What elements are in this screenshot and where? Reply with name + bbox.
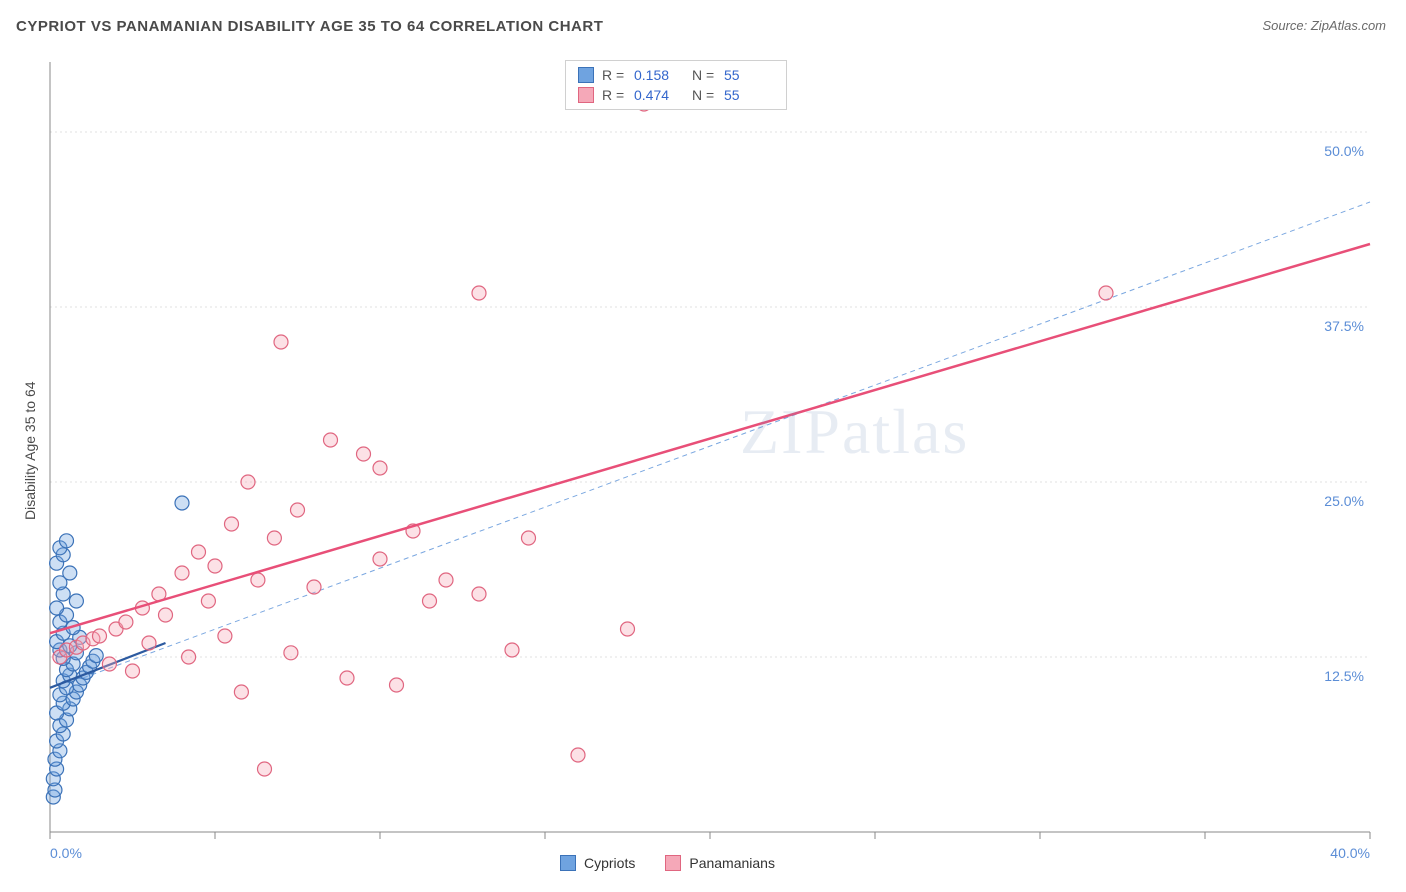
svg-text:50.0%: 50.0% xyxy=(1324,143,1364,159)
source-label: Source: ZipAtlas.com xyxy=(1262,18,1386,33)
series-legend: Cypriots Panamanians xyxy=(560,855,775,871)
svg-text:40.0%: 40.0% xyxy=(1330,845,1370,861)
series-swatch xyxy=(578,67,594,83)
correlation-scatter-chart: 12.5% 25.0% 37.5% 50.0% 0.0% 40.0% xyxy=(0,50,1406,892)
series-swatch xyxy=(578,87,594,103)
stats-row: R =0.158N =55 xyxy=(574,65,778,85)
series-swatch xyxy=(560,855,576,871)
svg-text:25.0%: 25.0% xyxy=(1324,493,1364,509)
svg-text:0.0%: 0.0% xyxy=(50,845,82,861)
series-swatch xyxy=(665,855,681,871)
stats-row: R =0.474N =55 xyxy=(574,85,778,105)
correlation-stats-legend: R =0.158N =55R =0.474N =55 xyxy=(565,60,787,110)
legend-label: Panamanians xyxy=(689,855,775,871)
legend-item: Cypriots xyxy=(560,855,635,871)
svg-text:37.5%: 37.5% xyxy=(1324,318,1364,334)
chart-title: CYPRIOT VS PANAMANIAN DISABILITY AGE 35 … xyxy=(16,18,603,35)
legend-item: Panamanians xyxy=(665,855,775,871)
chart-container: 12.5% 25.0% 37.5% 50.0% 0.0% 40.0% xyxy=(0,50,1406,892)
legend-label: Cypriots xyxy=(584,855,635,871)
svg-text:12.5%: 12.5% xyxy=(1324,668,1364,684)
